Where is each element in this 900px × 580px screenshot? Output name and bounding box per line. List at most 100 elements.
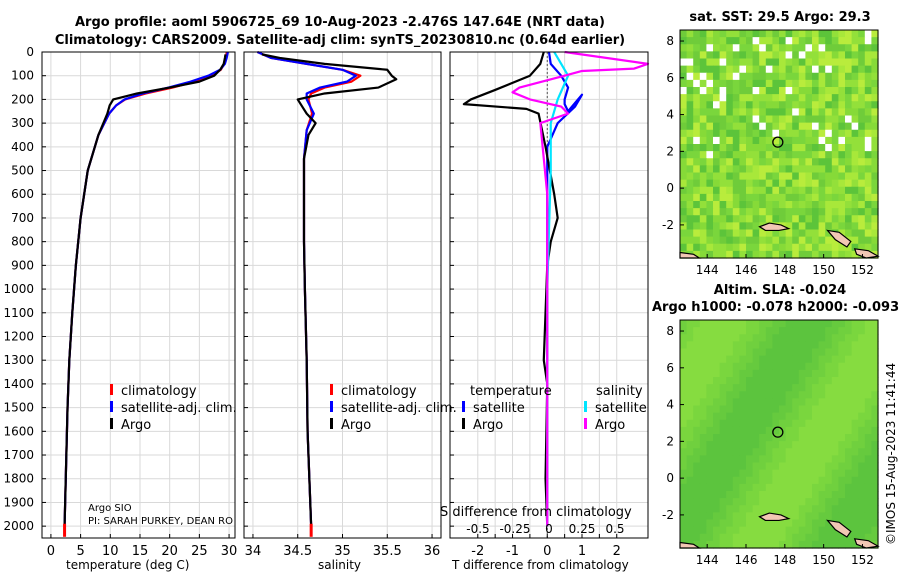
map-cell xyxy=(752,384,760,392)
map-cell xyxy=(759,377,767,385)
map-cell xyxy=(680,208,688,216)
map-cell xyxy=(805,320,813,328)
difference-legend-salinity: salinity satellite Argo xyxy=(584,383,647,434)
map-cell xyxy=(739,476,747,485)
map-cell xyxy=(752,87,760,95)
map-cell xyxy=(812,462,820,471)
map-cell xyxy=(851,122,859,131)
map-cell xyxy=(706,519,714,528)
map-cell xyxy=(732,58,740,67)
map-cell xyxy=(732,144,740,152)
map-cell xyxy=(680,476,688,485)
map-cell xyxy=(752,398,760,407)
map-cell xyxy=(858,94,866,102)
map-cell xyxy=(831,355,839,364)
map-cell xyxy=(831,115,839,124)
map-cell xyxy=(719,412,727,421)
map-cell xyxy=(785,186,793,195)
map-cell xyxy=(845,72,853,81)
map-cell xyxy=(699,533,707,542)
map-cell xyxy=(772,448,780,456)
map-cell xyxy=(825,101,833,109)
map-cell xyxy=(752,193,760,202)
map-cell xyxy=(719,101,727,109)
map-cell xyxy=(805,165,813,174)
x-top-tick-label: -0.25 xyxy=(499,522,530,536)
map-cell xyxy=(739,327,747,335)
map-cell xyxy=(831,498,839,506)
map-cell xyxy=(706,355,714,364)
series-line-salinity-satellite xyxy=(546,51,570,527)
map-cell xyxy=(746,115,754,124)
map-cell xyxy=(746,79,754,88)
map-cell xyxy=(772,243,780,252)
map-cell xyxy=(798,398,806,407)
map-cell xyxy=(706,208,714,216)
x-tick-label: -1 xyxy=(506,544,519,559)
map-cell xyxy=(739,222,747,231)
map-cell xyxy=(752,144,760,152)
map-cell xyxy=(746,469,754,478)
y-tick-label: 100 xyxy=(11,69,34,83)
map-cell xyxy=(752,519,760,528)
map-cell xyxy=(825,37,833,45)
map-cell xyxy=(680,355,688,364)
map-cell xyxy=(785,419,793,428)
map-cell xyxy=(779,348,787,357)
map-cell xyxy=(871,412,879,421)
map-cell xyxy=(831,362,839,371)
map-cell xyxy=(805,158,813,166)
map-cell xyxy=(686,369,694,378)
map-cell xyxy=(693,434,701,442)
map-cell xyxy=(851,398,859,407)
map-cell xyxy=(845,58,853,67)
map-cell xyxy=(825,158,833,166)
map-cell xyxy=(726,355,734,364)
map-cell xyxy=(752,448,760,456)
map-cell xyxy=(686,384,694,392)
map-cell xyxy=(818,334,826,342)
map-cell xyxy=(759,172,767,181)
map-cell xyxy=(845,362,853,371)
map-cell xyxy=(759,448,767,456)
map-cell xyxy=(838,193,846,202)
map-cell xyxy=(845,250,853,259)
map-cell xyxy=(864,320,872,328)
x-tick-label: 34 xyxy=(245,544,262,559)
map-cell xyxy=(713,144,721,152)
map-cell xyxy=(765,215,773,223)
map-cell xyxy=(779,448,787,456)
map-cell xyxy=(864,58,872,67)
x-tick-label: 146 xyxy=(735,263,758,277)
map-cell xyxy=(858,369,866,378)
map-cell xyxy=(779,165,787,174)
map-cell xyxy=(812,483,820,492)
map-cell xyxy=(693,455,701,464)
map-cell xyxy=(752,208,760,216)
map-cell xyxy=(752,30,760,38)
map-cell xyxy=(746,236,754,245)
map-cell xyxy=(831,384,839,392)
map-cell xyxy=(713,158,721,166)
map-cell xyxy=(825,208,833,216)
map-cell xyxy=(713,172,721,181)
map-cell xyxy=(759,498,767,506)
map-cell xyxy=(838,87,846,95)
map-cell xyxy=(719,426,727,435)
map-cell xyxy=(818,498,826,506)
legend-item-sal-argo: Argo xyxy=(584,417,647,434)
map-cell xyxy=(831,412,839,421)
map-cell xyxy=(699,136,707,145)
map-cell xyxy=(752,79,760,88)
map-cell xyxy=(746,455,754,464)
map-cell xyxy=(706,229,714,238)
map-cell xyxy=(798,455,806,464)
map-cell xyxy=(759,44,767,52)
map-cell xyxy=(779,412,787,421)
map-cell xyxy=(851,526,859,535)
map-cell xyxy=(792,519,800,528)
map-cell xyxy=(838,391,846,399)
map-cell xyxy=(805,426,813,435)
map-cell xyxy=(772,505,780,513)
map-cell xyxy=(739,30,747,38)
